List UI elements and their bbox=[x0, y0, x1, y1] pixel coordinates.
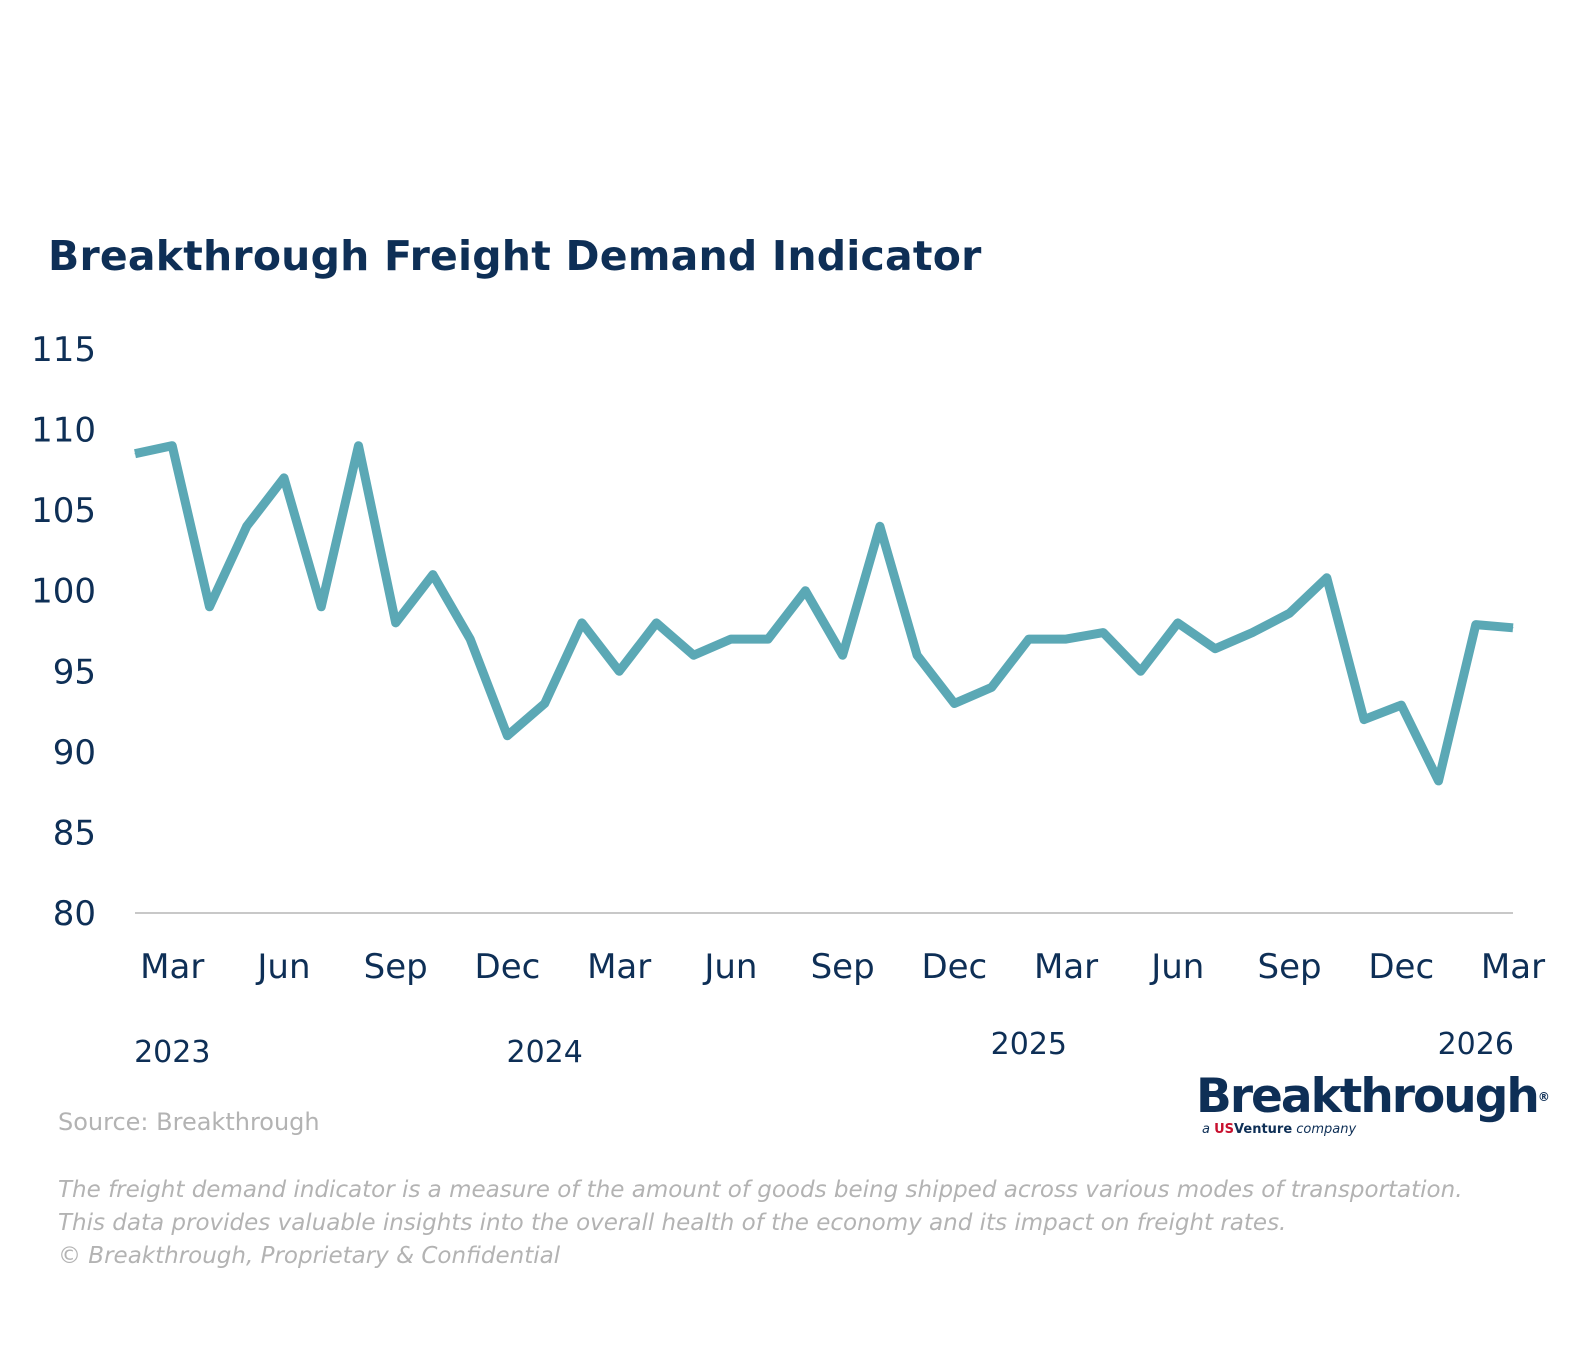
footnote-line: © Breakthrough, Proprietary & Confidenti… bbox=[58, 1243, 561, 1269]
data-point bbox=[1475, 624, 1477, 626]
x-tick-label: Mar bbox=[140, 947, 204, 987]
footnote-line: The freight demand indicator is a measur… bbox=[58, 1177, 1463, 1203]
data-point bbox=[357, 445, 359, 447]
footnote: The freight demand indicator is a measur… bbox=[58, 1174, 1463, 1273]
year-tick-label: 2024 bbox=[506, 1035, 582, 1070]
x-tick-label: Jun bbox=[255, 947, 310, 987]
data-point bbox=[879, 525, 881, 527]
y-tick-label: 110 bbox=[31, 411, 96, 451]
data-point bbox=[1326, 577, 1328, 579]
y-axis-ticks: 80 85 90 95 100 105 110 115 bbox=[31, 330, 96, 934]
y-tick-label: 115 bbox=[31, 330, 96, 370]
x-tick-label: Dec bbox=[475, 947, 541, 987]
x-tick-label: Sep bbox=[1257, 947, 1321, 987]
y-tick-label: 80 bbox=[53, 894, 96, 934]
data-point bbox=[693, 654, 695, 656]
data-point bbox=[804, 590, 806, 592]
data-point bbox=[171, 445, 173, 447]
data-point bbox=[1438, 780, 1440, 782]
data-point bbox=[581, 622, 583, 624]
data-point bbox=[544, 703, 546, 705]
y-tick-label: 105 bbox=[31, 491, 96, 531]
footnote-line: This data provides valuable insights int… bbox=[58, 1210, 1287, 1236]
data-point bbox=[1400, 704, 1402, 706]
x-tick-label: Jun bbox=[702, 947, 757, 987]
data-point bbox=[395, 622, 397, 624]
data-point bbox=[1065, 638, 1067, 640]
data-point bbox=[283, 477, 285, 479]
data-point bbox=[246, 525, 248, 527]
x-axis-year-ticks: 2023 2024 2025 2026 bbox=[134, 1027, 1514, 1070]
y-tick-label: 95 bbox=[53, 652, 96, 692]
data-point bbox=[991, 686, 993, 688]
data-point bbox=[1251, 632, 1253, 634]
data-point bbox=[618, 670, 620, 672]
logo-wordmark: Breakthrough® bbox=[1196, 1069, 1550, 1124]
y-tick-label: 85 bbox=[53, 813, 96, 853]
x-axis-month-ticks: Mar Jun Sep Dec Mar Jun Sep Dec Mar Jun Sep Dec Mar bbox=[140, 947, 1545, 987]
series-line bbox=[134, 441, 1514, 786]
data-point bbox=[469, 638, 471, 640]
data-point bbox=[1140, 670, 1142, 672]
x-tick-label: Sep bbox=[811, 947, 875, 987]
line-chart: 80 85 90 95 100 105 110 115 Mar Jun Sep Dec Mar Jun S… bbox=[31, 330, 1545, 1070]
year-tick-label: 2025 bbox=[991, 1027, 1067, 1062]
data-point bbox=[953, 703, 955, 705]
data-point bbox=[1363, 719, 1365, 721]
data-point bbox=[916, 654, 918, 656]
data-point bbox=[208, 606, 210, 608]
x-tick-label: Jun bbox=[1149, 947, 1204, 987]
data-point bbox=[767, 638, 769, 640]
data-point bbox=[320, 606, 322, 608]
data-point bbox=[1214, 648, 1216, 650]
series-layer bbox=[134, 441, 1514, 786]
data-point bbox=[1102, 632, 1104, 634]
x-tick-label: Mar bbox=[1481, 947, 1545, 987]
x-tick-label: Sep bbox=[364, 947, 428, 987]
data-point bbox=[730, 638, 732, 640]
year-tick-label: 2026 bbox=[1438, 1027, 1514, 1062]
breakthrough-logo: Breakthrough® a USVenture company bbox=[1196, 1070, 1550, 1144]
y-tick-label: 90 bbox=[53, 733, 96, 773]
year-tick-label: 2023 bbox=[134, 1035, 210, 1070]
data-point bbox=[842, 654, 844, 656]
logo-tagline: a USVenture company bbox=[1202, 1122, 1357, 1137]
chart-title: Breakthrough Freight Demand Indicator bbox=[48, 232, 982, 280]
data-point bbox=[134, 453, 136, 455]
source-note: Source: Breakthrough bbox=[58, 1108, 320, 1136]
data-point bbox=[1289, 612, 1291, 614]
data-point bbox=[432, 574, 434, 576]
x-tick-label: Mar bbox=[587, 947, 651, 987]
y-tick-label: 100 bbox=[31, 572, 96, 612]
data-point bbox=[1177, 622, 1179, 624]
data-point bbox=[655, 622, 657, 624]
data-point bbox=[1512, 627, 1514, 629]
x-tick-label: Dec bbox=[1368, 947, 1434, 987]
x-tick-label: Mar bbox=[1034, 947, 1098, 987]
data-point bbox=[506, 735, 508, 737]
data-point bbox=[1028, 638, 1030, 640]
x-tick-label: Dec bbox=[921, 947, 987, 987]
